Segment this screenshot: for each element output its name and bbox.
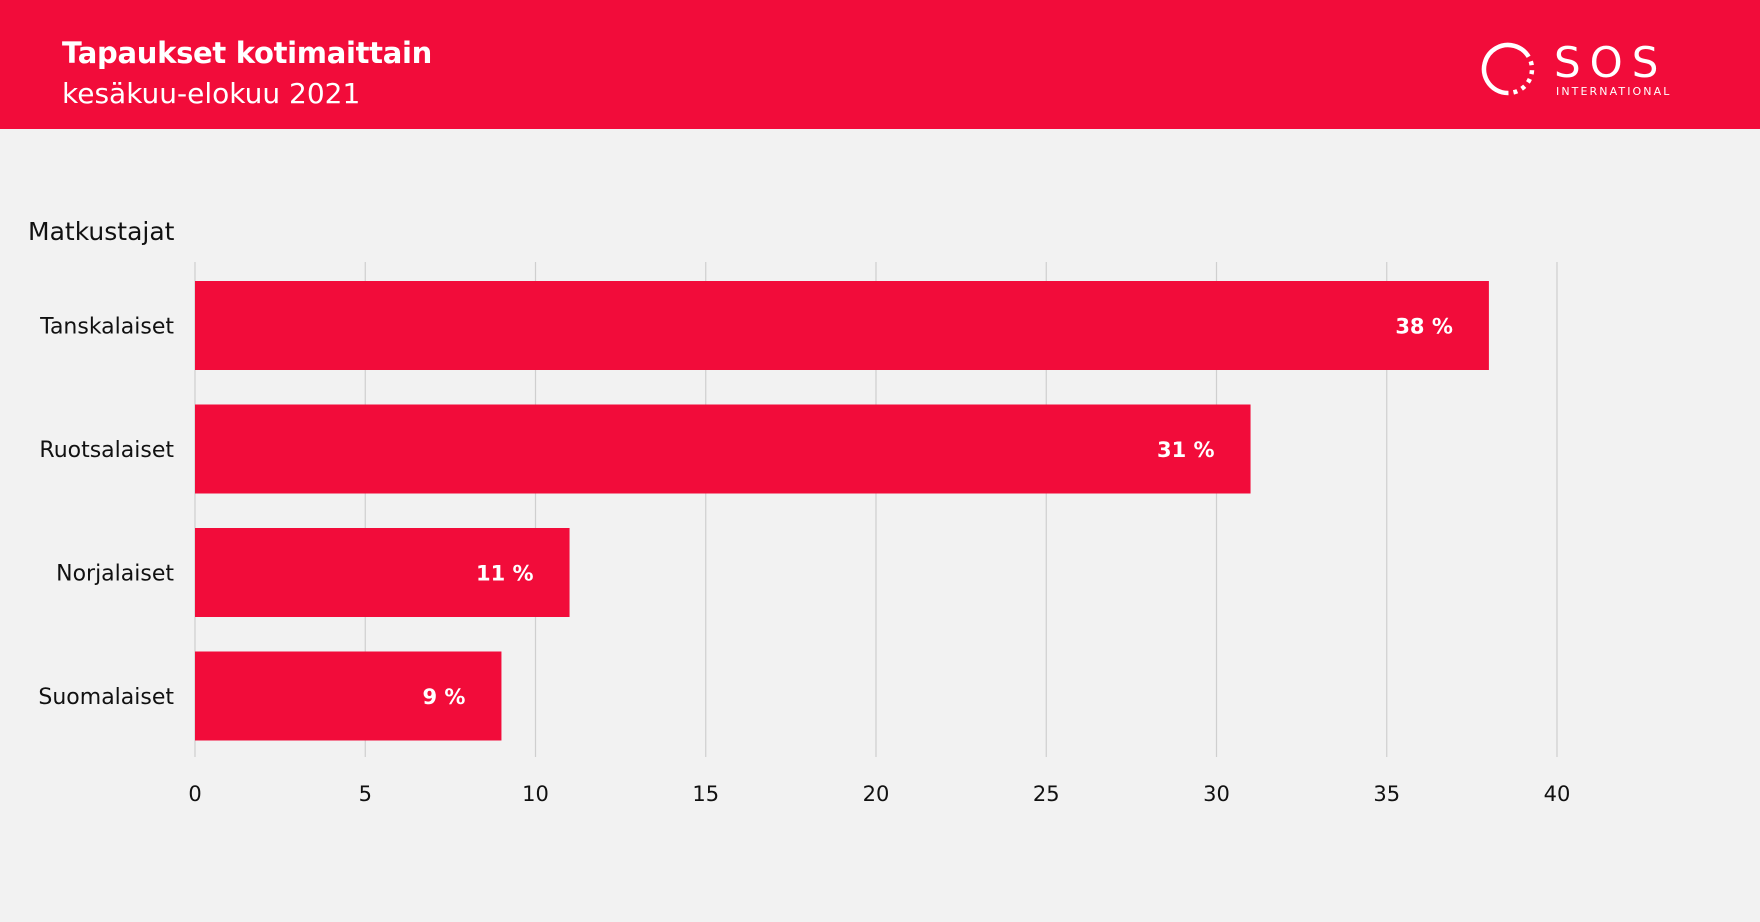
x-tick-label: 30 (1203, 782, 1230, 806)
category-labels: Tanskalaiset Ruotsalaiset Norjalaiset Suoma… (38, 315, 174, 711)
header-banner: Tapaukset kotimaittain kesäkuu-elokuu 20… (0, 0, 1760, 129)
category-label: Ruotsalaiset (39, 438, 174, 463)
bar-data-label: 31 % (1157, 438, 1215, 462)
category-label: Tanskalaiset (39, 315, 174, 340)
x-tick-label: 15 (692, 782, 719, 806)
bar (195, 281, 1489, 370)
x-tick-label: 40 (1544, 782, 1571, 806)
x-tick-label: 35 (1373, 782, 1400, 806)
bar (195, 651, 502, 741)
bar-data-label: 9 % (422, 685, 465, 709)
logo-subline: INTERNATIONAL (1556, 85, 1672, 98)
x-tick-label: 0 (188, 782, 201, 806)
bars: 38 % 31 % 11 % 9 % (195, 281, 1489, 741)
chart-title: Tapaukset kotimaittain (62, 36, 433, 70)
dotted-circle-icon (1481, 42, 1535, 96)
x-tick-labels: 0 5 10 15 20 25 30 35 40 (188, 782, 1570, 806)
x-tick-label: 25 (1033, 782, 1060, 806)
x-tick-label: 20 (863, 782, 890, 806)
chart-subtitle: kesäkuu-elokuu 2021 (62, 77, 361, 110)
bar (195, 404, 1251, 494)
bar-data-label: 38 % (1395, 315, 1453, 339)
category-axis-title: Matkustajat (28, 217, 175, 246)
x-tick-label: 10 (522, 782, 549, 806)
x-tick-label: 5 (359, 782, 372, 806)
bar-data-label: 11 % (476, 562, 534, 586)
category-label: Norjalaiset (56, 562, 174, 587)
sos-international-logo: SOS INTERNATIONAL (1480, 40, 1700, 100)
logo-wordmark: SOS (1554, 38, 1668, 87)
bar (195, 528, 570, 617)
category-label: Suomalaiset (38, 685, 174, 710)
